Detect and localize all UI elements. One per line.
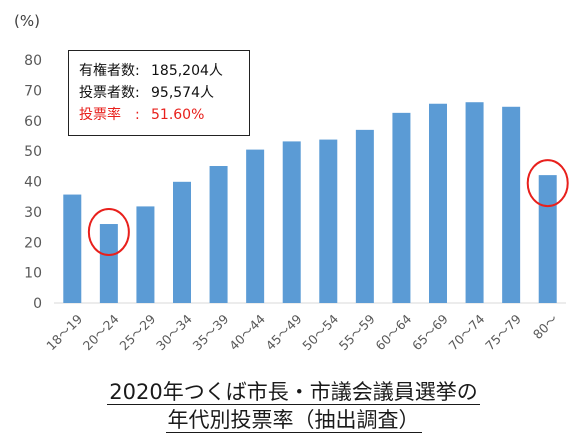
x-tick-label: 30～34	[153, 311, 195, 353]
bar-6	[282, 141, 301, 303]
bar-3	[173, 181, 191, 303]
turnout-label: 投票率 :	[79, 107, 140, 123]
x-tick-label: 40～44	[226, 311, 268, 353]
y-axis-unit-label: (%)	[14, 12, 40, 30]
election-info-box: 有権者数: 185,204人 投票者数: 95,574人 投票率 : 51.60%	[68, 50, 250, 136]
turnout-value: 51.60%	[151, 107, 205, 123]
y-tick-label: 30	[24, 205, 42, 221]
bar-8	[355, 129, 374, 303]
x-tick-label: 80～	[530, 311, 561, 342]
bar-10	[429, 103, 447, 304]
chart-caption-line-2: 年代別投票率（抽出調査）	[0, 404, 587, 434]
eligible-voters-label: 有権者数:	[79, 63, 140, 79]
y-tick-label: 70	[24, 83, 42, 99]
y-tick-label: 60	[24, 114, 42, 130]
chart-caption-line-1: 2020年つくば市長・市議会議員選挙の	[0, 376, 587, 406]
bar-5	[246, 149, 265, 303]
bar-7	[319, 139, 338, 303]
x-tick-label: 65～69	[409, 311, 451, 353]
bar-1	[99, 224, 118, 303]
y-tick-label: 0	[33, 296, 42, 312]
bar-9	[392, 112, 411, 303]
caption-line-2-text: 年代別投票率（抽出調査）	[165, 408, 422, 433]
bar-0	[63, 194, 82, 303]
x-tick-label: 25～29	[116, 311, 158, 353]
actual-voters-value: 95,574人	[151, 85, 214, 101]
actual-voters-row: 投票者数: 95,574人	[79, 82, 249, 104]
turnout-row: 投票率 : 51.60%	[79, 104, 249, 126]
x-tick-label: 55～59	[336, 311, 378, 353]
y-tick-label: 20	[24, 235, 42, 251]
x-tick-label: 18～19	[43, 311, 85, 353]
y-tick-label: 50	[24, 144, 42, 160]
x-tick-label: 70～74	[446, 311, 488, 353]
eligible-voters-row: 有権者数: 185,204人	[79, 60, 249, 82]
y-tick-label: 40	[24, 175, 42, 191]
y-tick-label: 80	[24, 53, 42, 69]
bar-4	[209, 166, 228, 303]
x-tick-label: 20～24	[80, 311, 122, 353]
x-tick-label: 50～54	[299, 311, 341, 353]
x-tick-label: 35～39	[190, 311, 232, 353]
y-tick-label: 10	[24, 266, 42, 282]
caption-line-1-text: 2020年つくば市長・市議会議員選挙の	[107, 380, 480, 405]
highlight-circle	[526, 159, 569, 208]
x-tick-label: 75～79	[482, 311, 524, 353]
actual-voters-label: 投票者数:	[79, 85, 140, 101]
bar-12	[502, 106, 521, 303]
eligible-voters-value: 185,204人	[151, 63, 223, 79]
bar-11	[465, 102, 484, 303]
highlight-circle	[87, 208, 130, 257]
x-tick-label: 45～49	[263, 311, 305, 353]
x-tick-label: 60～64	[372, 311, 414, 353]
bar-13	[538, 175, 557, 303]
bar-2	[136, 206, 155, 303]
